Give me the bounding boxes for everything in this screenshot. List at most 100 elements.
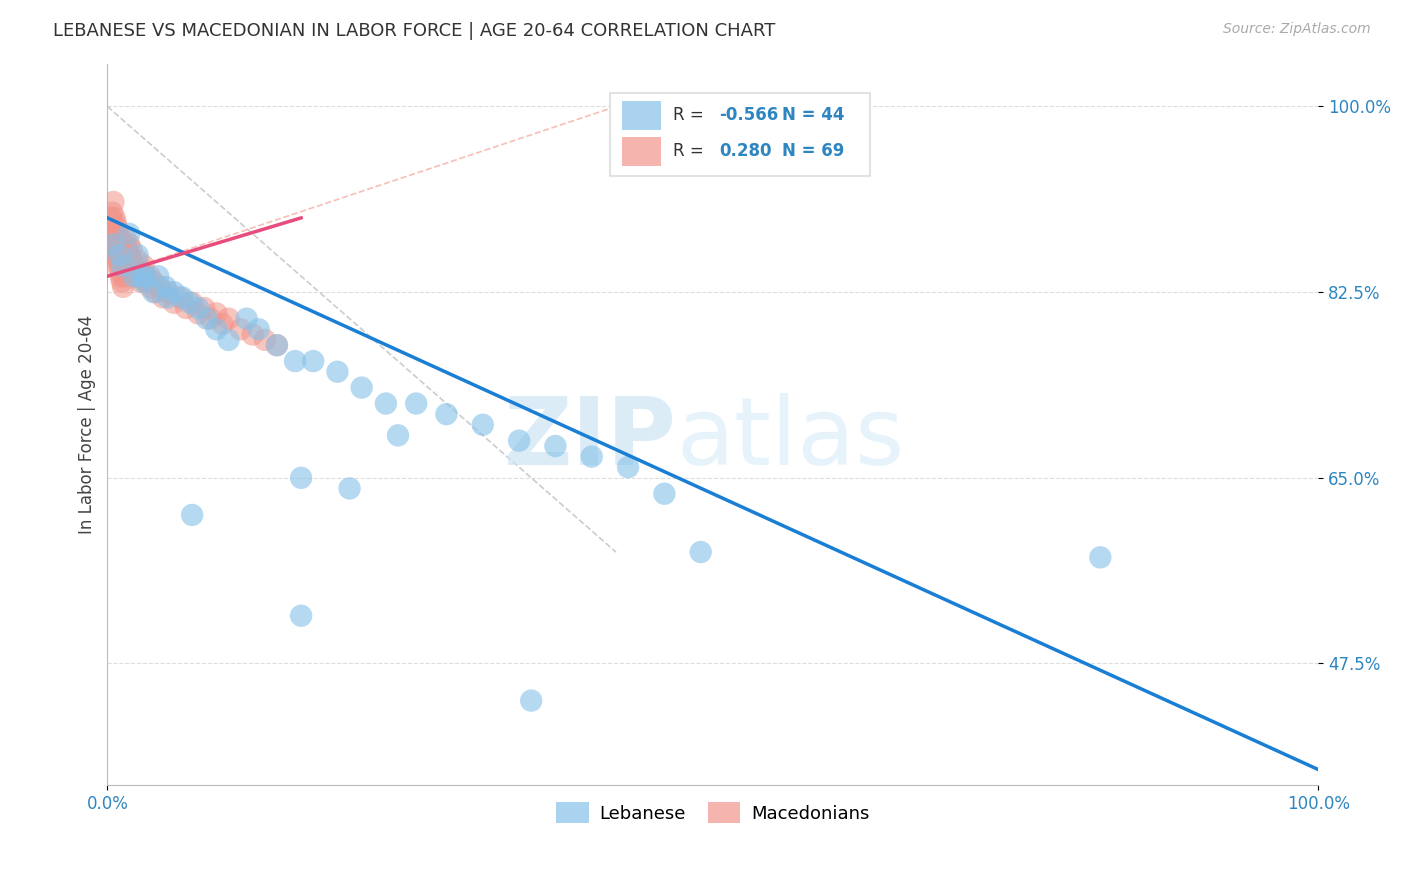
Point [689,545,711,559]
Point [163,295,186,310]
Point [104,248,127,262]
Point [122,269,145,284]
Point [118,227,141,241]
Point [104,243,127,257]
Point [103,232,125,246]
Text: N = 69: N = 69 [782,143,844,161]
Point [121,253,143,268]
Point [105,221,128,235]
Point [135,269,157,284]
Point [187,301,209,315]
Point [103,194,125,209]
Point [471,417,494,432]
Point [302,354,325,368]
Point [152,290,174,304]
Point [654,486,676,500]
Point [581,450,603,464]
Point [217,311,239,326]
Point [124,269,146,284]
FancyBboxPatch shape [610,93,870,176]
Point [253,333,276,347]
Point [290,471,312,485]
Point [132,275,155,289]
Point [195,311,218,326]
Point [132,259,155,273]
Point [115,243,138,257]
Point [111,259,134,273]
Point [132,269,155,284]
Point [117,253,139,268]
Point [104,211,127,225]
Point [139,280,162,294]
Point [247,322,270,336]
Point [100,248,122,262]
Point [122,259,145,273]
Point [326,365,349,379]
Point [205,322,228,336]
Point [112,248,135,262]
Point [129,264,152,278]
Point [229,322,252,336]
FancyBboxPatch shape [621,101,661,129]
Point [114,269,136,284]
Point [111,275,134,289]
Text: -0.566: -0.566 [718,106,778,124]
Point [374,396,396,410]
Point [135,275,157,289]
Point [142,275,165,289]
Point [101,237,124,252]
Point [108,232,131,246]
Point [387,428,409,442]
Point [98,237,121,252]
Point [266,338,288,352]
Point [155,280,177,294]
Point [112,253,135,268]
Point [104,227,127,241]
Point [100,211,122,225]
Point [169,290,191,304]
Point [544,439,567,453]
Point [339,482,361,496]
Text: atlas: atlas [676,393,904,485]
Point [217,333,239,347]
Point [121,264,143,278]
Point [405,396,427,410]
Point [108,248,131,262]
Point [193,301,215,315]
Point [104,216,127,230]
Point [107,227,129,241]
Point [205,306,228,320]
Point [156,290,179,304]
Point [235,311,257,326]
Point [508,434,530,448]
Point [111,259,134,273]
Point [1090,550,1112,565]
Point [129,269,152,284]
Point [148,280,170,294]
Text: LEBANESE VS MACEDONIAN IN LABOR FORCE | AGE 20-64 CORRELATION CHART: LEBANESE VS MACEDONIAN IN LABOR FORCE | … [53,22,776,40]
Point [145,285,167,300]
Point [436,407,458,421]
Text: R =: R = [673,143,714,161]
Point [120,259,142,273]
Point [127,264,149,278]
Point [118,248,141,262]
Point [118,237,141,252]
Point [172,290,194,304]
Point [112,280,135,294]
Point [520,693,543,707]
Point [142,285,165,300]
Text: ZIP: ZIP [503,393,676,485]
Point [121,243,143,257]
Point [101,205,124,219]
Point [290,608,312,623]
Point [103,237,125,252]
Point [181,295,204,310]
Text: Source: ZipAtlas.com: Source: ZipAtlas.com [1223,22,1371,37]
Point [148,269,170,284]
Point [350,381,373,395]
Point [617,460,640,475]
Point [266,338,288,352]
Point [110,269,132,284]
Point [181,508,204,522]
